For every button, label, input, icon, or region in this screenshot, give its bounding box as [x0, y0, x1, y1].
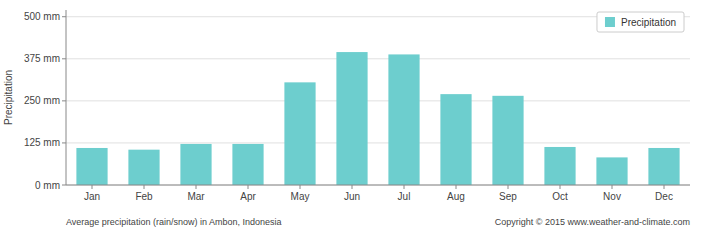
x-tick [404, 185, 405, 189]
y-axis-label: Precipitation [3, 70, 14, 125]
x-tick-label: Oct [552, 191, 568, 202]
legend: Precipitation [597, 12, 684, 32]
x-tick [92, 185, 93, 189]
x-tick [352, 185, 353, 189]
y-tick [62, 100, 66, 101]
bar [76, 148, 107, 185]
y-tick-label: 500 mm [24, 11, 60, 22]
bar [648, 148, 679, 185]
y-axis: 0 mm 125 mm 250 mm 375 mm 500 mm [24, 11, 690, 190]
chart: 0 mm 125 mm 250 mm 375 mm 500 mm Jan Feb Mar Apr… [0, 0, 702, 231]
legend-label: Precipitation [621, 17, 676, 28]
x-tick [456, 185, 457, 189]
bar [180, 144, 211, 185]
x-tick-label: Aug [447, 191, 465, 202]
grid-line [66, 142, 690, 143]
bar [440, 94, 471, 185]
x-tick [560, 185, 561, 189]
grid-line [66, 100, 690, 101]
y-tick-label: 0 mm [35, 180, 60, 191]
x-tick-label: Feb [135, 191, 153, 202]
bar [492, 96, 523, 185]
grid-line [66, 185, 690, 186]
grid-line [66, 16, 690, 17]
y-tick [62, 142, 66, 143]
x-axis: Jan Feb Mar Apr May Jun Jul Aug Sep Oct Nov Dec [84, 185, 673, 202]
bars [76, 52, 679, 185]
footer-left: Average precipitation (rain/snow) in Amb… [66, 217, 281, 227]
y-tick-label: 375 mm [24, 53, 60, 64]
x-tick-label: Nov [603, 191, 621, 202]
y-tick-label: 250 mm [24, 95, 60, 106]
footer: Average precipitation (rain/snow) in Amb… [66, 217, 690, 227]
footer-right: Copyright © 2015 www.weather-and-climate… [495, 217, 690, 227]
x-tick-label: May [291, 191, 310, 202]
grid-line [66, 58, 690, 59]
bar [284, 82, 315, 185]
legend-frame [597, 12, 684, 32]
x-tick-label: Sep [499, 191, 517, 202]
x-axis-line [66, 185, 690, 186]
x-tick-label: Apr [240, 191, 256, 202]
x-tick [508, 185, 509, 189]
x-tick-label: Dec [655, 191, 673, 202]
y-tick [62, 58, 66, 59]
bar [544, 147, 575, 185]
x-tick-label: Jan [84, 191, 100, 202]
x-tick [196, 185, 197, 189]
x-tick [300, 185, 301, 189]
y-axis-line [66, 10, 67, 185]
x-tick [248, 185, 249, 189]
y-tick [62, 16, 66, 17]
y-tick [62, 185, 66, 186]
x-tick-label: Mar [187, 191, 205, 202]
bar [596, 157, 627, 185]
y-tick-label: 125 mm [24, 137, 60, 148]
bar [232, 144, 263, 185]
x-tick [612, 185, 613, 189]
x-tick [664, 185, 665, 189]
x-tick [144, 185, 145, 189]
bar [128, 150, 159, 185]
bar [336, 52, 367, 185]
x-tick-label: Jun [344, 191, 360, 202]
legend-swatch [605, 17, 615, 27]
bar [388, 54, 419, 185]
x-tick-label: Jul [398, 191, 411, 202]
